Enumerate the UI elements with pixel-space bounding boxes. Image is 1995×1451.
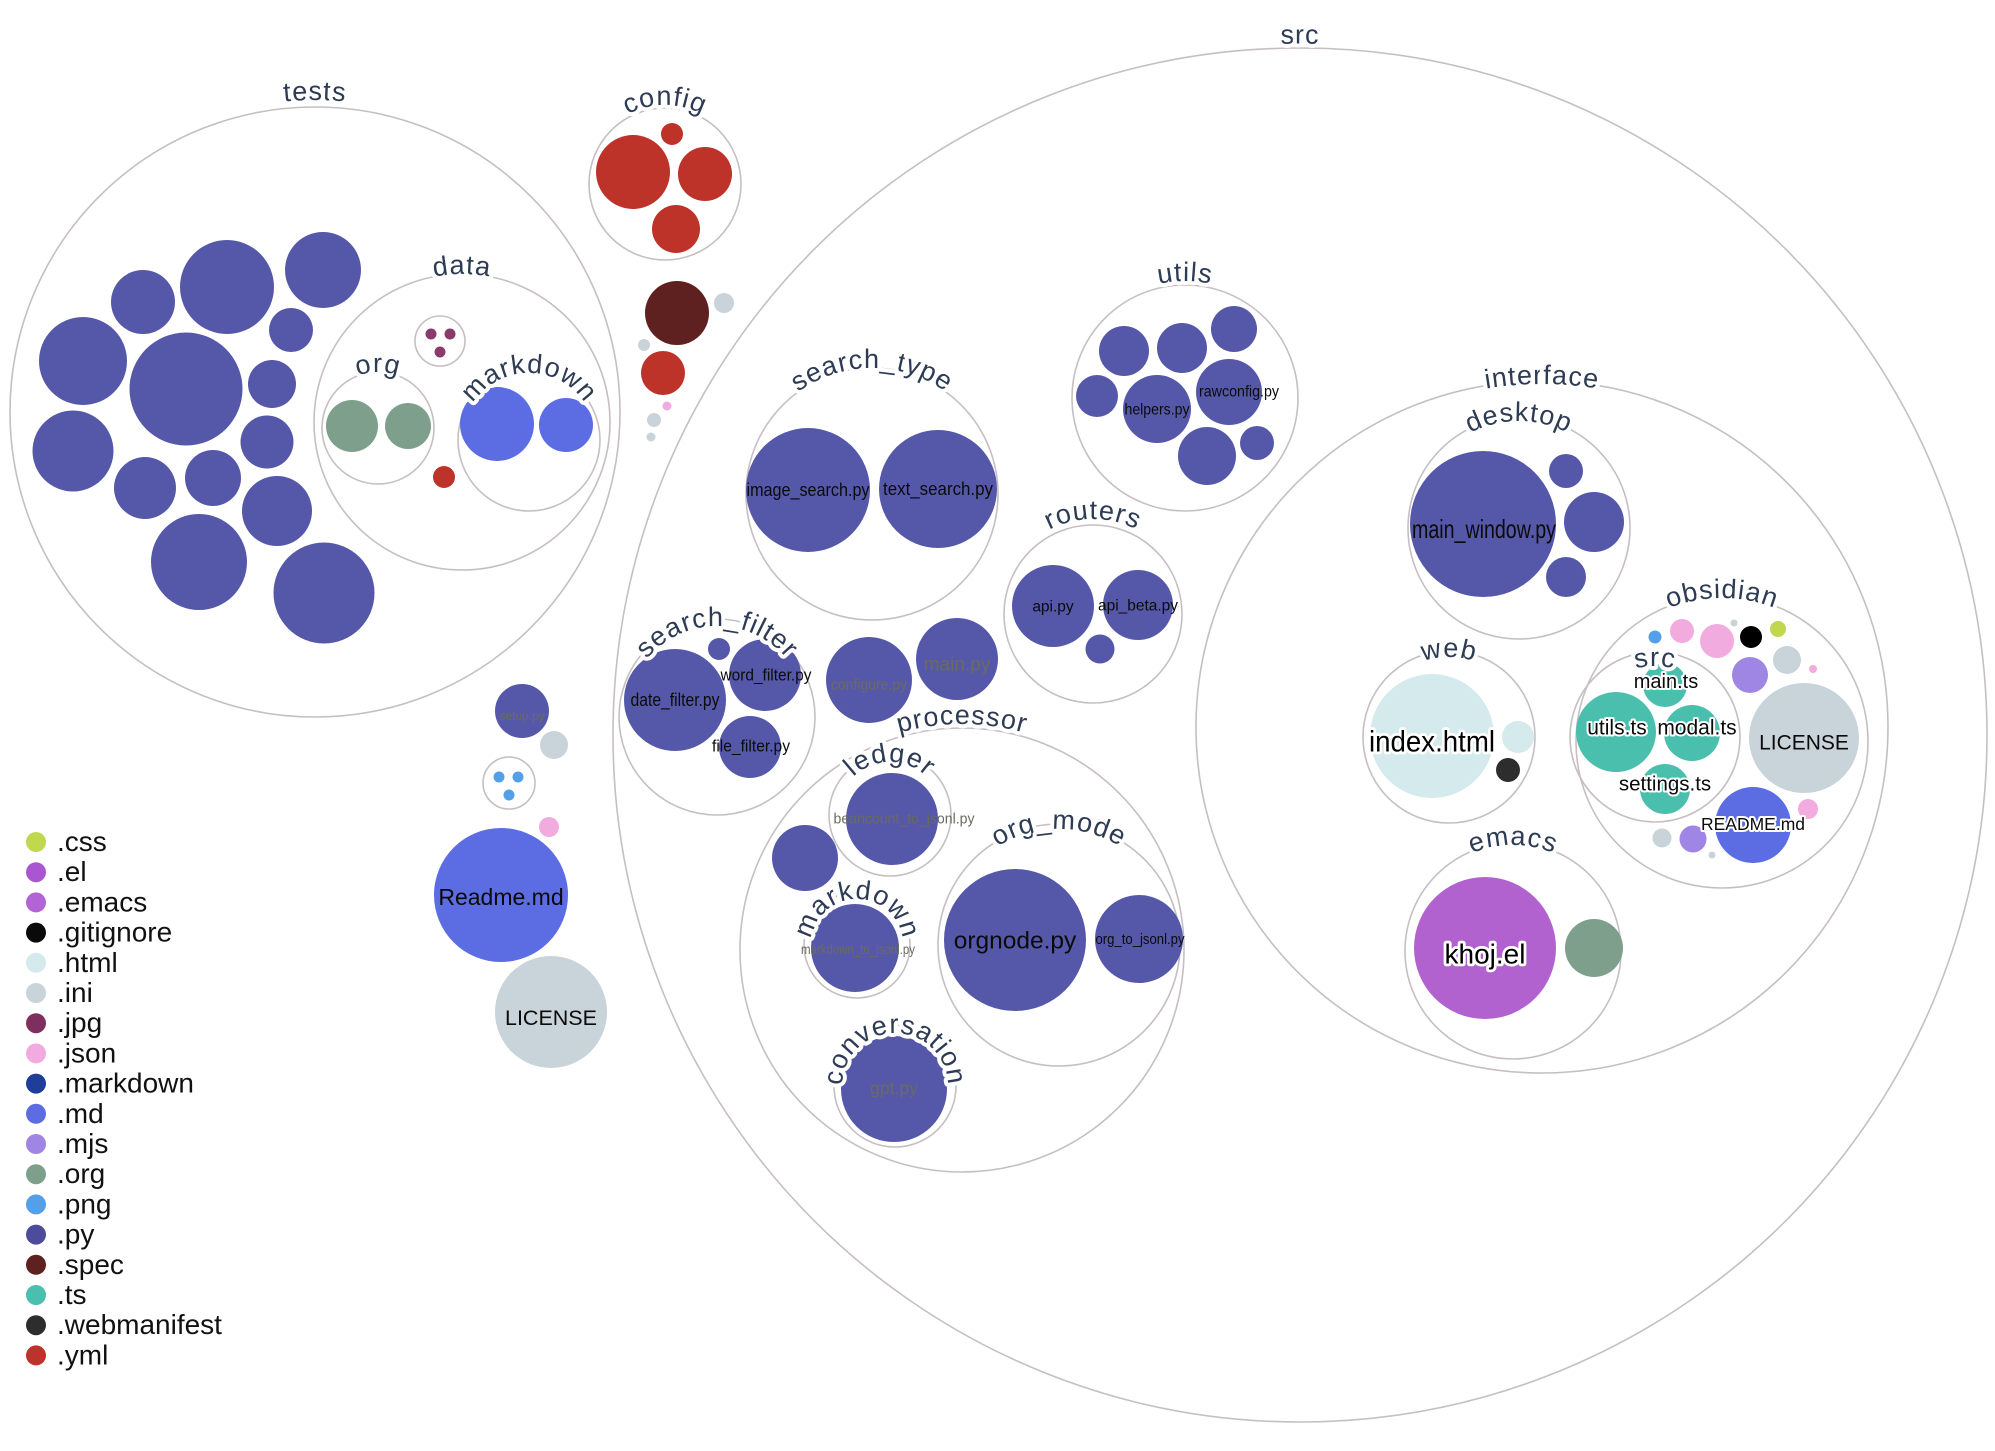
svg-text:rawconfig.py: rawconfig.py — [1199, 384, 1279, 401]
svg-text:src: src — [1632, 642, 1679, 674]
svg-text:org: org — [352, 348, 404, 381]
svg-text:text_search.py: text_search.py — [883, 479, 993, 500]
svg-text:.css: .css — [57, 826, 107, 857]
svg-text:org_to_jsonl.py: org_to_jsonl.py — [1096, 932, 1186, 948]
svg-text:main.py: main.py — [924, 655, 991, 676]
svg-text:modal.ts: modal.ts — [1657, 717, 1736, 740]
svg-text:main.ts: main.ts — [1634, 671, 1698, 693]
svg-text:api_beta.py: api_beta.py — [1098, 598, 1178, 615]
svg-text:.json: .json — [57, 1037, 116, 1068]
svg-text:LICENSE: LICENSE — [505, 1006, 597, 1030]
svg-text:interface: interface — [1482, 360, 1601, 395]
svg-text:.ini: .ini — [57, 977, 93, 1008]
svg-text:.png: .png — [57, 1188, 112, 1219]
svg-text:.gitignore: .gitignore — [57, 917, 172, 948]
svg-text:tests: tests — [282, 76, 348, 108]
svg-text:.yml: .yml — [57, 1339, 108, 1370]
svg-text:orgnode.py: orgnode.py — [954, 928, 1077, 955]
svg-text:api.py: api.py — [1032, 599, 1074, 616]
svg-text:image_search.py: image_search.py — [747, 480, 870, 501]
svg-text:data: data — [431, 250, 494, 283]
svg-text:gpt.py: gpt.py — [870, 1078, 918, 1098]
svg-text:.markdown: .markdown — [57, 1068, 194, 1099]
svg-text:.py: .py — [57, 1219, 94, 1250]
svg-text:index.html: index.html — [1369, 726, 1495, 759]
svg-text:word_filter.py: word_filter.py — [720, 666, 812, 685]
svg-text:setup.py: setup.py — [499, 709, 544, 723]
svg-text:khoj.el: khoj.el — [1445, 939, 1526, 970]
svg-text:.el: .el — [57, 856, 87, 887]
svg-text:.emacs: .emacs — [57, 886, 147, 917]
svg-text:settings.ts: settings.ts — [1619, 773, 1711, 796]
svg-text:README.md: README.md — [1701, 814, 1805, 834]
svg-text:main_window.py: main_window.py — [1412, 514, 1556, 544]
svg-text:.jpg: .jpg — [57, 1007, 102, 1038]
svg-text:configure.py: configure.py — [831, 677, 907, 694]
svg-text:Readme.md: Readme.md — [438, 884, 563, 910]
svg-text:.mjs: .mjs — [57, 1128, 108, 1159]
svg-text:.webmanifest: .webmanifest — [57, 1309, 222, 1340]
svg-text:web: web — [1417, 633, 1480, 667]
svg-text:date_filter.py: date_filter.py — [631, 690, 720, 711]
svg-text:.spec: .spec — [57, 1249, 124, 1280]
svg-text:.md: .md — [57, 1098, 104, 1129]
svg-text:.org: .org — [57, 1158, 105, 1189]
svg-text:markdown_to_jsonl.py: markdown_to_jsonl.py — [801, 941, 915, 957]
svg-text:utils: utils — [1155, 257, 1215, 290]
svg-text:LICENSE: LICENSE — [1759, 732, 1849, 755]
svg-text:src: src — [1280, 20, 1320, 50]
svg-text:helpers.py: helpers.py — [1125, 402, 1190, 419]
svg-text:.html: .html — [57, 947, 118, 978]
svg-text:utils.ts: utils.ts — [1587, 717, 1647, 740]
svg-text:.ts: .ts — [57, 1279, 87, 1310]
svg-text:beancount_to_jsonl.py: beancount_to_jsonl.py — [834, 811, 975, 828]
svg-text:file_filter.py: file_filter.py — [712, 737, 790, 756]
